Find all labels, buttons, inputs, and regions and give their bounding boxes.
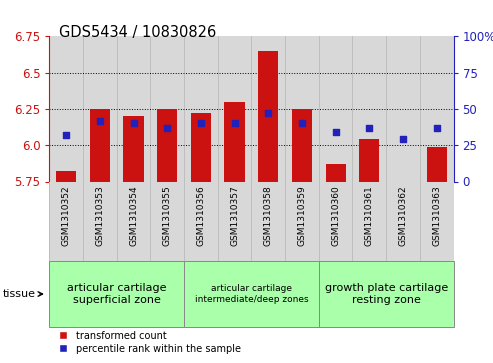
Point — [365, 125, 373, 131]
Bar — [90, 109, 110, 182]
Bar — [117, 182, 150, 261]
Bar — [150, 36, 184, 182]
Bar — [56, 171, 76, 182]
Bar — [325, 164, 346, 182]
Text: GSM1310361: GSM1310361 — [365, 185, 374, 246]
Text: GSM1310358: GSM1310358 — [264, 185, 273, 246]
Text: GSM1310357: GSM1310357 — [230, 185, 239, 246]
Text: GSM1310362: GSM1310362 — [398, 185, 408, 246]
Text: GSM1310354: GSM1310354 — [129, 185, 138, 246]
Point — [62, 132, 70, 138]
Bar — [251, 36, 285, 182]
Point — [433, 125, 441, 131]
Point — [130, 121, 138, 126]
Bar — [420, 182, 454, 261]
Bar — [184, 36, 218, 182]
Text: articular cartilage
superficial zone: articular cartilage superficial zone — [67, 283, 167, 305]
Bar — [319, 261, 454, 327]
Text: tissue: tissue — [2, 289, 35, 299]
Point — [231, 121, 239, 126]
Bar — [83, 182, 117, 261]
Bar — [359, 139, 380, 182]
Bar — [258, 51, 279, 182]
Bar — [49, 36, 83, 182]
Bar — [123, 116, 143, 182]
Bar — [49, 182, 83, 261]
Point — [332, 129, 340, 135]
Bar — [386, 36, 420, 182]
Bar — [352, 36, 386, 182]
Bar — [218, 182, 251, 261]
Bar — [157, 109, 177, 182]
Text: GSM1310360: GSM1310360 — [331, 185, 340, 246]
Bar — [420, 36, 454, 182]
Text: GDS5434 / 10830826: GDS5434 / 10830826 — [59, 25, 216, 40]
Bar — [49, 261, 184, 327]
Bar — [319, 182, 352, 261]
Bar — [184, 182, 218, 261]
Bar — [352, 182, 386, 261]
Text: GSM1310353: GSM1310353 — [95, 185, 105, 246]
Text: articular cartilage
intermediate/deep zones: articular cartilage intermediate/deep zo… — [195, 284, 308, 304]
Point — [298, 121, 306, 126]
Bar — [386, 182, 420, 261]
Bar — [191, 113, 211, 182]
Bar — [426, 147, 447, 182]
Bar — [292, 109, 312, 182]
Text: GSM1310359: GSM1310359 — [297, 185, 307, 246]
Bar — [224, 102, 245, 182]
Bar — [184, 261, 319, 327]
Point — [197, 121, 205, 126]
Bar — [285, 36, 319, 182]
Text: GSM1310355: GSM1310355 — [163, 185, 172, 246]
Bar — [117, 36, 150, 182]
Point — [399, 136, 407, 142]
Bar — [83, 36, 117, 182]
Legend: transformed count, percentile rank within the sample: transformed count, percentile rank withi… — [54, 327, 245, 358]
Bar — [251, 182, 285, 261]
Bar — [393, 182, 413, 184]
Point — [96, 118, 104, 123]
Point — [264, 110, 272, 116]
Text: GSM1310352: GSM1310352 — [62, 185, 70, 246]
Bar — [150, 182, 184, 261]
Text: GSM1310356: GSM1310356 — [196, 185, 206, 246]
Point — [163, 125, 171, 131]
Bar — [218, 36, 251, 182]
Bar — [319, 36, 352, 182]
Text: growth plate cartilage
resting zone: growth plate cartilage resting zone — [324, 283, 448, 305]
Bar — [285, 182, 319, 261]
Text: GSM1310363: GSM1310363 — [432, 185, 441, 246]
